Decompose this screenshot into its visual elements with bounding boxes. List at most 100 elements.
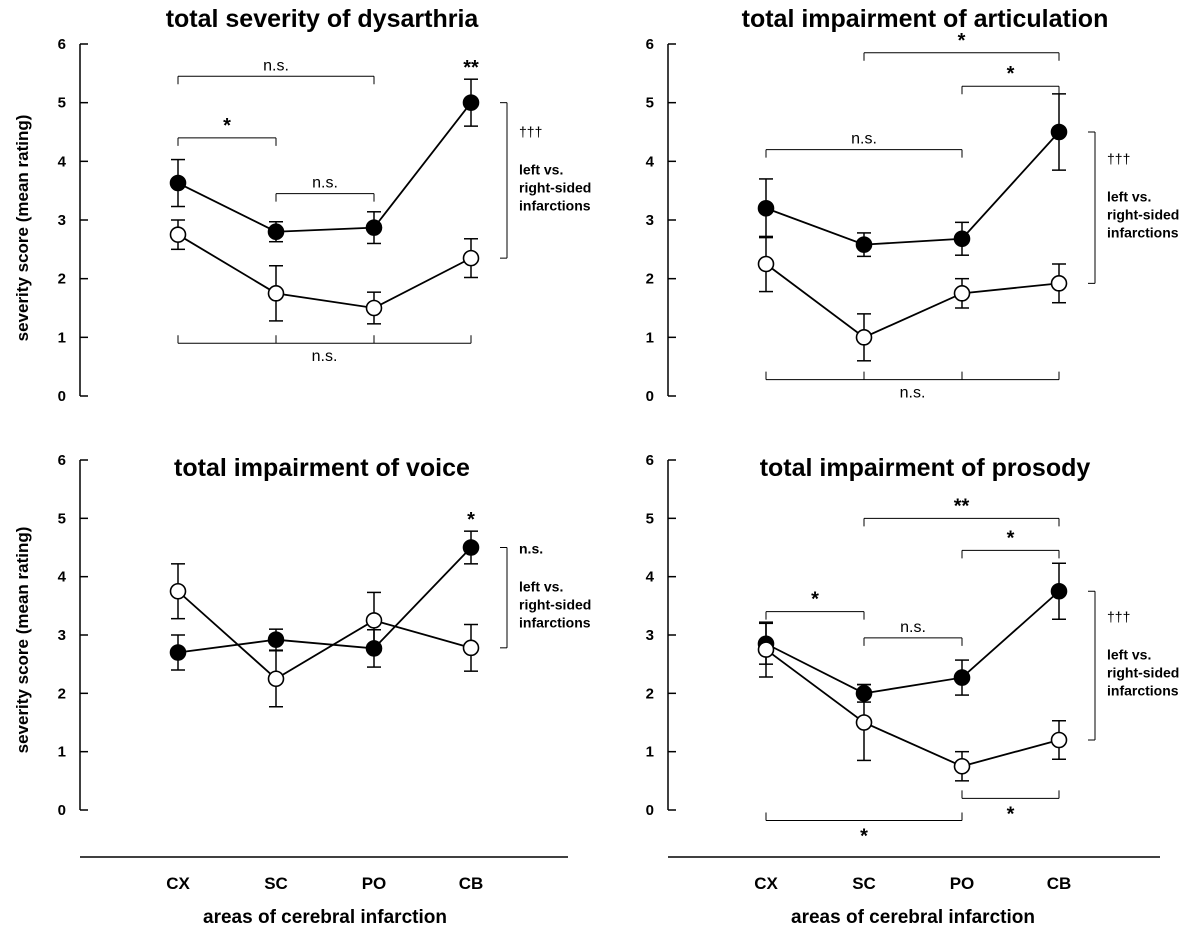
y-tick-label: 6 xyxy=(646,452,654,469)
side-bracket-text: right-sided xyxy=(1107,665,1179,681)
x-tick-label-sc: SC xyxy=(852,874,876,893)
data-point xyxy=(462,94,480,111)
data-point xyxy=(855,329,873,346)
side-bracket-text: left vs. xyxy=(519,579,563,595)
x-tick-label-sc: SC xyxy=(264,874,288,893)
x-tick-label-cb: CB xyxy=(459,874,484,893)
series-line xyxy=(177,590,472,680)
y-tick-label: 2 xyxy=(58,685,66,702)
y-tick-label: 3 xyxy=(646,627,654,644)
comparison-bracket: n.s. xyxy=(275,175,375,202)
comparison-label: * xyxy=(1007,803,1015,825)
y-tick-label: 5 xyxy=(646,510,654,527)
side-bracket-text: left vs. xyxy=(519,161,563,177)
y-tick-label: 3 xyxy=(58,212,66,229)
comparison-bracket: n.s. xyxy=(765,131,963,158)
chart-title: total impairment of voice xyxy=(174,454,470,482)
comparison-bracket: * xyxy=(961,790,1060,825)
chart-panel-3: total impairment of voice 0 1 2 3 4 5 6 CX SC PO CB… xyxy=(58,452,592,893)
y-tick-label: 4 xyxy=(646,153,655,170)
x-axis-label-right: areas of cerebral infarction xyxy=(791,907,1035,928)
data-point xyxy=(1050,123,1068,141)
comparison-label: * xyxy=(811,589,819,611)
data-point xyxy=(757,199,775,217)
side-bracket-text: left vs. xyxy=(1107,647,1151,663)
comparison-bracket: * xyxy=(961,527,1060,559)
data-point xyxy=(169,226,187,243)
series-line xyxy=(177,546,472,654)
comparison-label: n.s. xyxy=(851,131,877,148)
data-point xyxy=(462,249,480,267)
data-point xyxy=(855,714,873,731)
side-bracket-text: infarctions xyxy=(1107,683,1179,699)
category-significance: * xyxy=(467,509,475,531)
y-tick-label: 6 xyxy=(58,36,66,53)
side-bracket-text: left vs. xyxy=(1107,189,1151,205)
x-tick-label-po: PO xyxy=(950,874,975,893)
data-point xyxy=(169,582,187,600)
y-tick-label: 4 xyxy=(58,153,67,170)
comparison-label: * xyxy=(1007,63,1015,85)
comparison-bracket: n.s. xyxy=(863,619,963,646)
y-tick-label: 6 xyxy=(646,36,654,53)
series-line xyxy=(177,233,472,309)
y-tick-label: 6 xyxy=(58,452,66,469)
side-bracket-symbol: ††† xyxy=(1107,609,1130,625)
y-axis-label-top: severity score (mean rating) xyxy=(13,115,32,342)
comparison-bracket: * xyxy=(765,589,865,620)
y-tick-label: 5 xyxy=(646,95,654,112)
category-significance: ** xyxy=(463,57,479,79)
side-bracket-text: right-sided xyxy=(519,179,591,195)
data-point xyxy=(855,236,873,253)
side-bracket-symbol: n.s. xyxy=(519,541,543,557)
series-open xyxy=(757,621,1068,782)
data-point xyxy=(1050,582,1068,600)
data-point xyxy=(267,223,285,241)
y-tick-label: 2 xyxy=(58,271,66,288)
comparison-bracket: * xyxy=(863,30,1060,61)
comparison-label: n.s. xyxy=(312,175,338,192)
chart-panel-4: total impairment of prosody 0 1 2 3 4 5 6 CX SC PO… xyxy=(646,452,1180,893)
comparison-bracket: * xyxy=(177,115,277,146)
chart-title: total impairment of prosody xyxy=(760,454,1091,482)
series-open xyxy=(169,219,480,325)
y-tick-label: 0 xyxy=(646,388,654,405)
comparison-bracket: * xyxy=(961,63,1060,95)
comparison-bracket: n.s. xyxy=(765,371,1060,402)
series-open xyxy=(757,235,1068,362)
x-tick-label-cx: CX xyxy=(166,874,190,893)
chart-panel-1: total severity of dysarthria 0 1 2 3 4 5 6 n.s. *… xyxy=(58,5,592,405)
y-tick-label: 1 xyxy=(646,744,654,761)
comparison-bracket: n.s. xyxy=(177,57,375,85)
y-tick-label: 5 xyxy=(58,95,66,112)
side-bracket: ††† left vs. right-sided infarctions xyxy=(1088,131,1179,284)
data-point xyxy=(462,539,480,556)
comparison-label: n.s. xyxy=(312,348,338,365)
side-bracket: n.s. left vs. right-sided infarctions xyxy=(500,541,591,649)
series-line xyxy=(765,590,1060,695)
comparison-label: * xyxy=(223,115,231,137)
series-line xyxy=(765,648,1060,768)
data-point xyxy=(365,299,383,317)
series-line xyxy=(765,263,1060,339)
comparison-label: ** xyxy=(954,495,970,517)
data-point xyxy=(267,631,285,648)
y-axis-label-bottom: severity score (mean rating) xyxy=(13,527,32,754)
comparison-bracket: * xyxy=(765,812,963,848)
y-tick-label: 5 xyxy=(58,510,66,527)
side-bracket-text: infarctions xyxy=(519,615,591,631)
data-point xyxy=(365,612,383,629)
data-point xyxy=(169,644,187,661)
data-point xyxy=(757,255,775,273)
y-tick-label: 1 xyxy=(58,744,66,761)
y-tick-label: 0 xyxy=(58,388,66,405)
data-point xyxy=(462,639,480,657)
y-tick-label: 3 xyxy=(58,627,66,644)
x-tick-label-cb: CB xyxy=(1047,874,1072,893)
x-tick-label-po: PO xyxy=(362,874,387,893)
y-tick-label: 2 xyxy=(646,271,654,288)
comparison-label: n.s. xyxy=(263,57,289,74)
side-bracket: ††† left vs. right-sided infarctions xyxy=(1088,590,1179,741)
y-tick-label: 0 xyxy=(646,802,654,819)
chart-panel-2: total impairment of articulation 0 1 2 3 4 5 6 *… xyxy=(646,5,1180,405)
